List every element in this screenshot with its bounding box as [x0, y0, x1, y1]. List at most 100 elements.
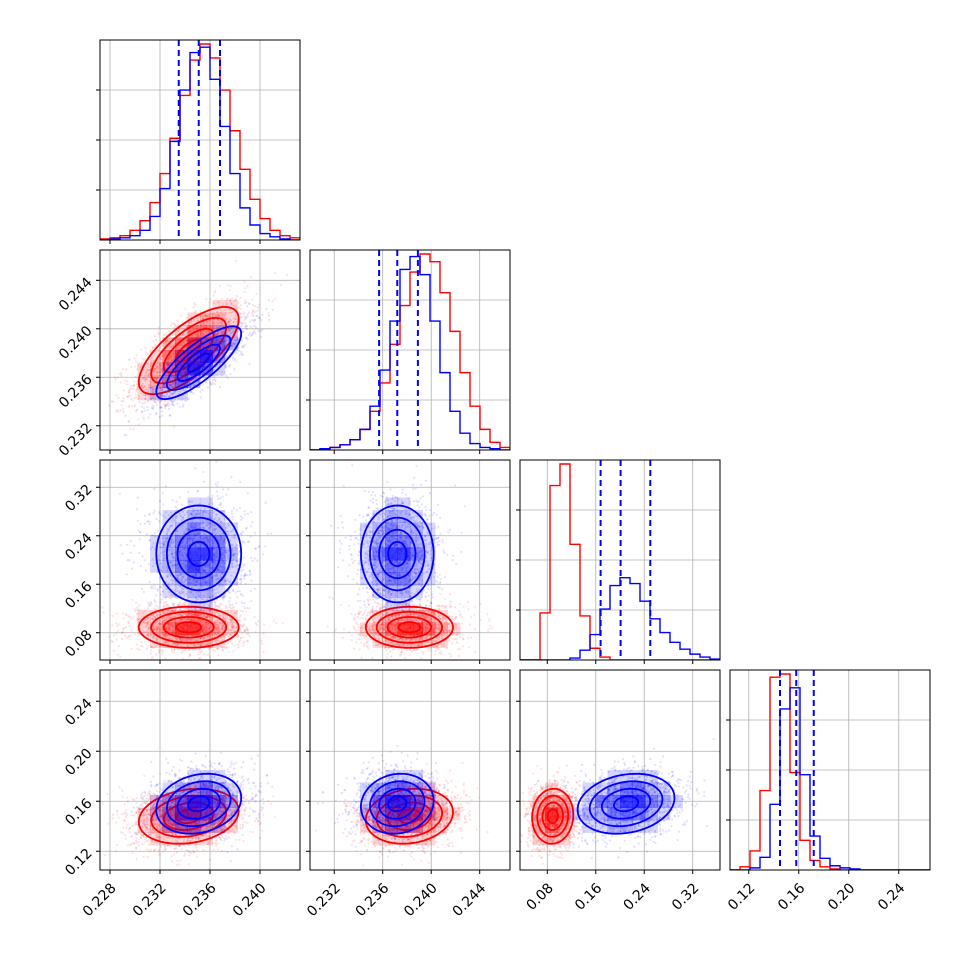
scatter-point: [254, 305, 257, 308]
scatter-point: [201, 314, 204, 317]
scatter-point: [125, 368, 128, 371]
scatter-point: [240, 577, 243, 581]
scatter-point: [172, 344, 175, 347]
scatter-point: [217, 321, 220, 325]
scatter-point: [240, 339, 243, 342]
scatter-point: [197, 653, 200, 656]
scatter-point: [170, 346, 173, 349]
scatter-point: [220, 329, 223, 332]
scatter-point: [244, 287, 247, 290]
scatter-point: [213, 291, 216, 294]
scatter-point: [225, 338, 229, 341]
scatter-point: [168, 395, 171, 398]
scatter-point: [199, 379, 202, 382]
scatter-point: [154, 412, 157, 415]
contour-series-0-level-3: [137, 306, 240, 396]
scatter-point: [248, 363, 251, 366]
scatter-point: [181, 524, 184, 527]
scatter-point: [162, 604, 165, 607]
scatter-point: [133, 633, 136, 636]
scatter-point: [135, 360, 138, 363]
scatter-point: [140, 348, 143, 351]
density-cell: [175, 350, 188, 363]
density-cell: [225, 325, 238, 338]
scatter-point: [231, 628, 234, 631]
scatter-point: [215, 639, 218, 642]
scatter-point: [169, 616, 172, 619]
scatter-point: [203, 314, 206, 317]
scatter-point: [251, 313, 254, 316]
scatter-point: [236, 590, 239, 593]
scatter-point: [210, 516, 213, 519]
scatter-point: [216, 639, 219, 642]
scatter-point: [148, 619, 151, 622]
scatter-point: [188, 649, 191, 652]
scatter-point: [251, 298, 254, 301]
scatter-point: [150, 649, 153, 652]
scatter-point: [244, 326, 247, 329]
scatter-point: [138, 617, 141, 620]
panel-2-0: 0.080.160.240.32: [62, 459, 301, 664]
scatter-point: [151, 617, 154, 620]
scatter-point: [241, 625, 244, 628]
scatter-point: [245, 327, 249, 330]
scatter-point: [219, 308, 222, 311]
scatter-point: [173, 608, 176, 611]
scatter-point: [281, 622, 284, 625]
scatter-point: [156, 377, 159, 380]
scatter-point: [146, 399, 149, 402]
scatter-point: [172, 603, 175, 607]
scatter-point: [191, 513, 194, 517]
scatter-point: [236, 544, 239, 547]
scatter-point: [166, 616, 169, 620]
scatter-point: [160, 410, 163, 413]
scatter-point: [188, 655, 191, 658]
scatter-point: [246, 632, 249, 636]
scatter-point: [216, 485, 219, 488]
scatter-point: [248, 635, 251, 638]
scatter-point: [130, 385, 133, 388]
scatter-point: [237, 619, 240, 622]
scatter-point: [166, 339, 169, 342]
scatter-point: [245, 628, 248, 631]
scatter-point: [213, 601, 216, 604]
scatter-point: [254, 547, 257, 550]
scatter-point: [162, 650, 165, 653]
scatter-point: [180, 639, 183, 642]
scatter-point: [216, 314, 219, 317]
scatter-point: [155, 365, 158, 368]
scatter-point: [156, 625, 159, 628]
scatter-point: [229, 285, 232, 288]
scatter-point: [115, 638, 118, 641]
scatter-point: [214, 621, 217, 624]
scatter-point: [237, 336, 240, 339]
scatter-point: [161, 619, 164, 622]
scatter-point: [231, 559, 234, 562]
scatter-point: [182, 576, 185, 579]
scatter-point: [189, 607, 192, 610]
scatter-point: [147, 632, 150, 635]
scatter-point: [185, 511, 188, 514]
scatter-point: [215, 460, 218, 463]
scatter-point: [201, 620, 204, 623]
scatter-point: [217, 605, 220, 609]
scatter-point: [163, 386, 166, 389]
scatter-point: [218, 284, 222, 288]
scatter-point: [168, 329, 171, 332]
scatter-point: [143, 618, 146, 622]
scatter-point: [170, 322, 173, 325]
scatter-point: [126, 380, 129, 383]
scatter-point: [124, 634, 127, 637]
scatter-point: [194, 639, 198, 642]
scatter-point: [176, 329, 180, 333]
scatter-point: [239, 312, 242, 315]
density-cell: [212, 300, 226, 313]
scatter-point: [179, 314, 182, 317]
scatter-point: [108, 404, 111, 407]
scatter-point: [112, 400, 115, 403]
scatter-point: [223, 308, 226, 312]
scatter-point: [119, 372, 123, 375]
scatter-point: [122, 389, 125, 392]
scatter-point: [175, 597, 178, 600]
scatter-point: [162, 384, 165, 387]
